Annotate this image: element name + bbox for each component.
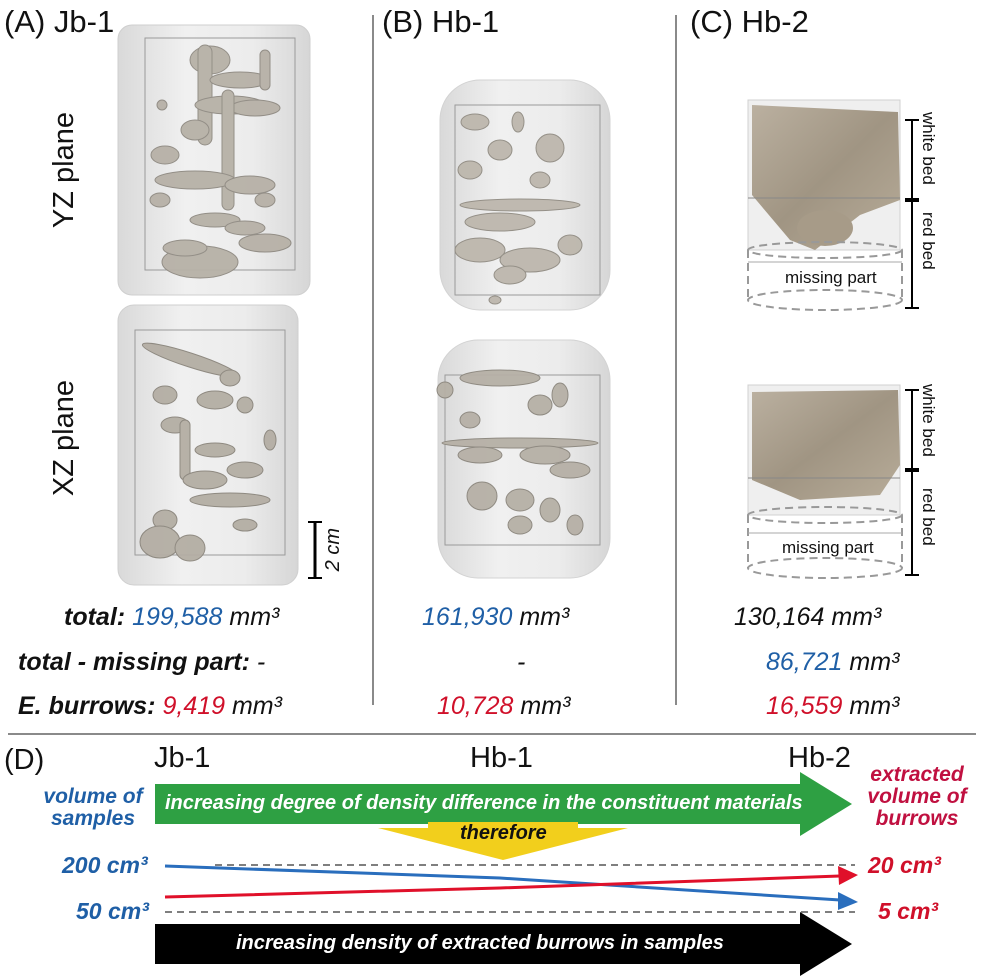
panel-c-title: (C) Hb-2 [690, 4, 809, 39]
white-bed-label-upper: white bed [919, 112, 938, 185]
black-arrow-text: increasing density of extracted burrows … [236, 932, 724, 954]
hb1-yz-cylinder [439, 79, 611, 311]
green-arrow-text: increasing degree of density difference … [165, 792, 803, 814]
hb1-total-value: 161,930 [422, 603, 513, 631]
burrow-volume-arrowhead [838, 866, 858, 885]
stat-total-hb2: 130,164 mm³ [734, 603, 881, 632]
sample-volume-line [164, 864, 841, 902]
stat-total-jb1: total: 199,588 mm³ [64, 603, 279, 632]
scale-bar-label: 2 cm [322, 528, 344, 572]
stat-total-hb1: 161,930 mm³ [422, 603, 569, 632]
jb1-minus-value: - [256, 648, 266, 676]
yz-plane-label: YZ plane [48, 112, 80, 229]
hb2-minus-value: 86,721 [766, 648, 843, 676]
sample-label-hb2: Hb-2 [788, 742, 851, 774]
unit: mm³ [849, 692, 900, 720]
missing-part-label-upper: missing part [785, 268, 877, 287]
hb1-burrows-value: 10,728 [437, 692, 514, 720]
white-bed-label-lower: white bed [919, 384, 938, 457]
unit: mm³ [849, 648, 900, 676]
red-bed-label-upper: red bed [919, 212, 938, 270]
scale-bar [308, 521, 322, 579]
red-bed-label-lower: red bed [919, 488, 938, 546]
hb2-lower-cylinder [747, 384, 903, 579]
right-axis-top: 20 cm³ [868, 852, 941, 878]
black-arrow [155, 912, 852, 976]
hb1-xz-cylinder [436, 339, 611, 579]
therefore-text: therefore [460, 822, 547, 844]
left-axis-bottom: 50 cm³ [76, 898, 149, 924]
hb2-lower-bed-bracket [905, 389, 919, 576]
unit: mm³ [231, 692, 282, 720]
stat-minus-hb1: - [517, 648, 525, 677]
burrow-volume-line [164, 874, 841, 899]
left-axis-title: volume of samples [43, 785, 143, 831]
sample-label-jb1: Jb-1 [154, 742, 211, 774]
jb1-xz-cylinder [117, 304, 299, 586]
unit: mm³ [520, 692, 571, 720]
right-axis-bottom: 5 cm³ [878, 898, 939, 924]
hb1-minus-value: - [517, 648, 526, 676]
unit: mm³ [519, 603, 570, 631]
therefore-arrow [378, 822, 628, 860]
missing-part-label-lower: missing part [782, 538, 874, 557]
unit: mm³ [229, 603, 280, 631]
hb2-total-value: 130,164 [734, 603, 825, 631]
stat-burrows-hb1: 10,728 mm³ [437, 692, 570, 721]
stat-minus-jb1: total - missing part: - [18, 648, 265, 677]
green-arrow [155, 772, 852, 836]
panel-b-title: (B) Hb-1 [382, 4, 500, 39]
stat-burrows-jb1: E. burrows: 9,419 mm³ [18, 692, 282, 721]
stat-minus-hb2: 86,721 mm³ [766, 648, 899, 677]
minus-label: total - missing part: [18, 648, 250, 676]
panel-a-title: (A) Jb-1 [4, 4, 115, 39]
hb2-upper-bed-bracket [905, 119, 919, 309]
hb2-burrows-value: 16,559 [766, 692, 843, 720]
sample-volume-arrowhead [838, 892, 858, 910]
sample-label-hb1: Hb-1 [470, 742, 533, 774]
right-axis-title: extracted volume of burrows [867, 763, 967, 831]
left-axis-top: 200 cm³ [62, 852, 148, 878]
total-label: total: [64, 603, 126, 631]
jb1-burrows-value: 9,419 [162, 692, 226, 720]
unit: mm³ [831, 603, 882, 631]
panel-d-title: (D) [4, 744, 45, 776]
jb1-total-value: 199,588 [132, 603, 223, 631]
hb2-upper-cylinder [747, 99, 903, 311]
jb1-yz-cylinder [117, 24, 311, 296]
stat-burrows-hb2: 16,559 mm³ [766, 692, 899, 721]
xz-plane-label: XZ plane [48, 380, 80, 497]
burrows-label: E. burrows: [18, 692, 156, 720]
